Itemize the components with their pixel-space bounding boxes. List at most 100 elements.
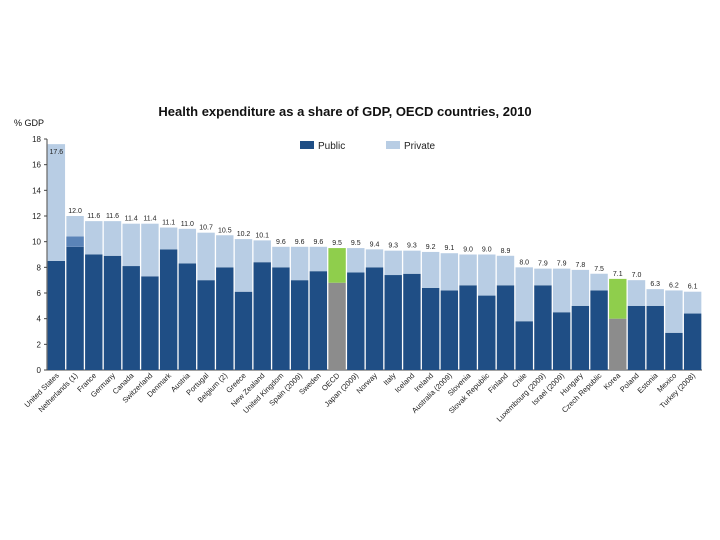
y-tick-label: 6 — [37, 289, 42, 298]
bar-private — [178, 228, 197, 264]
bar-public — [571, 305, 590, 370]
bar-unallocated — [66, 236, 84, 247]
bar-public — [627, 305, 646, 370]
bar-total-label: 10.1 — [255, 232, 269, 239]
bar-public — [384, 275, 402, 370]
bar-public — [178, 263, 197, 370]
bar-private — [85, 221, 103, 255]
bar-private — [272, 246, 290, 268]
bar-private — [141, 223, 159, 277]
bar-private — [309, 246, 328, 272]
bar-private — [197, 232, 215, 281]
y-tick-label: 18 — [32, 135, 41, 144]
y-axis-label: % GDP — [14, 118, 44, 128]
bar-private — [683, 291, 702, 314]
bar-total-label: 8.9 — [501, 248, 511, 255]
y-tick-label: 4 — [37, 315, 42, 324]
bar-public — [85, 254, 103, 370]
bar-total-label: 11.4 — [125, 216, 138, 223]
bar-private — [384, 250, 402, 276]
legend: Public Private — [300, 141, 436, 152]
bar-public — [141, 276, 159, 370]
bar-public — [66, 246, 84, 370]
bar-private — [459, 254, 477, 286]
bar-total-label: 17.6 — [50, 149, 64, 156]
bar-private — [347, 248, 365, 273]
bar-public — [290, 280, 309, 370]
bar-public — [609, 318, 627, 370]
bar-private — [534, 268, 552, 286]
bar-total-label: 9.0 — [463, 247, 473, 254]
bar-private — [403, 250, 421, 274]
bar-public — [103, 255, 122, 370]
bar-private — [440, 253, 459, 291]
bar-public — [272, 267, 290, 370]
bar-public — [347, 272, 365, 370]
legend-label-private: Private — [404, 141, 436, 152]
bar-private — [122, 223, 140, 267]
bar-total-label: 9.5 — [332, 240, 342, 247]
bar-total-label: 9.1 — [444, 245, 454, 252]
bar-public — [459, 285, 477, 370]
bar-public — [534, 285, 552, 370]
bar-public — [478, 295, 496, 370]
bar-private — [328, 248, 346, 283]
bar-public — [253, 262, 271, 370]
bar-public — [159, 249, 178, 370]
bar-total-label: 10.2 — [237, 231, 251, 238]
chart-title: Health expenditure as a share of GDP, OE… — [158, 104, 531, 119]
bar-public — [590, 290, 608, 370]
bar-total-label: 9.3 — [407, 243, 417, 250]
y-tick-label: 10 — [32, 238, 41, 247]
bar-public — [47, 260, 66, 370]
bar-public — [683, 313, 702, 370]
bar-private — [103, 221, 122, 256]
bar-private — [253, 240, 271, 263]
bar-total-label: 10.5 — [218, 227, 232, 234]
bar-total-label: 11.6 — [87, 213, 100, 220]
bar-public — [328, 282, 346, 370]
bar-total-label: 11.0 — [181, 221, 194, 228]
bar-total-label: 9.4 — [370, 241, 380, 248]
bar-total-label: 11.6 — [106, 213, 119, 220]
bar-total-label: 7.0 — [632, 272, 642, 279]
y-tick-label: 12 — [32, 212, 41, 221]
bar-private — [496, 255, 515, 286]
bar-public — [365, 267, 384, 370]
bar-private — [627, 280, 646, 306]
bar-total-label: 7.1 — [613, 271, 623, 278]
bar-total-label: 9.6 — [313, 239, 323, 246]
bar-private — [571, 269, 590, 306]
bar-private — [159, 227, 178, 250]
bar-total-label: 8.0 — [519, 259, 529, 266]
bar-total-label: 11.4 — [143, 216, 156, 223]
bar-public — [646, 305, 664, 370]
bar-private — [478, 254, 496, 296]
bar-public — [440, 290, 459, 370]
bar-public — [197, 280, 215, 370]
bar-total-label: 6.3 — [650, 281, 660, 288]
bar-total-label: 9.2 — [426, 244, 436, 251]
bar-public — [216, 267, 234, 370]
bar-private — [421, 251, 440, 288]
legend-swatch-public — [300, 141, 314, 149]
bar-public — [515, 321, 533, 370]
bar-public — [234, 291, 253, 370]
bar-public — [496, 285, 515, 370]
bar-total-label: 11.1 — [162, 220, 175, 227]
bar-total-label: 7.9 — [557, 261, 567, 268]
bar-total-label: 9.3 — [388, 243, 398, 250]
y-tick-label: 8 — [37, 263, 42, 272]
bar-total-label: 9.6 — [276, 239, 286, 246]
bar-total-label: 9.0 — [482, 247, 492, 254]
bar-total-label: 7.8 — [575, 262, 585, 269]
bar-private — [590, 273, 608, 291]
bar-private — [552, 268, 571, 313]
bar-private — [515, 267, 533, 322]
legend-label-public: Public — [318, 141, 345, 152]
bar-private — [234, 239, 253, 292]
bar-public — [309, 271, 328, 370]
bar-total-label: 9.6 — [295, 239, 305, 246]
